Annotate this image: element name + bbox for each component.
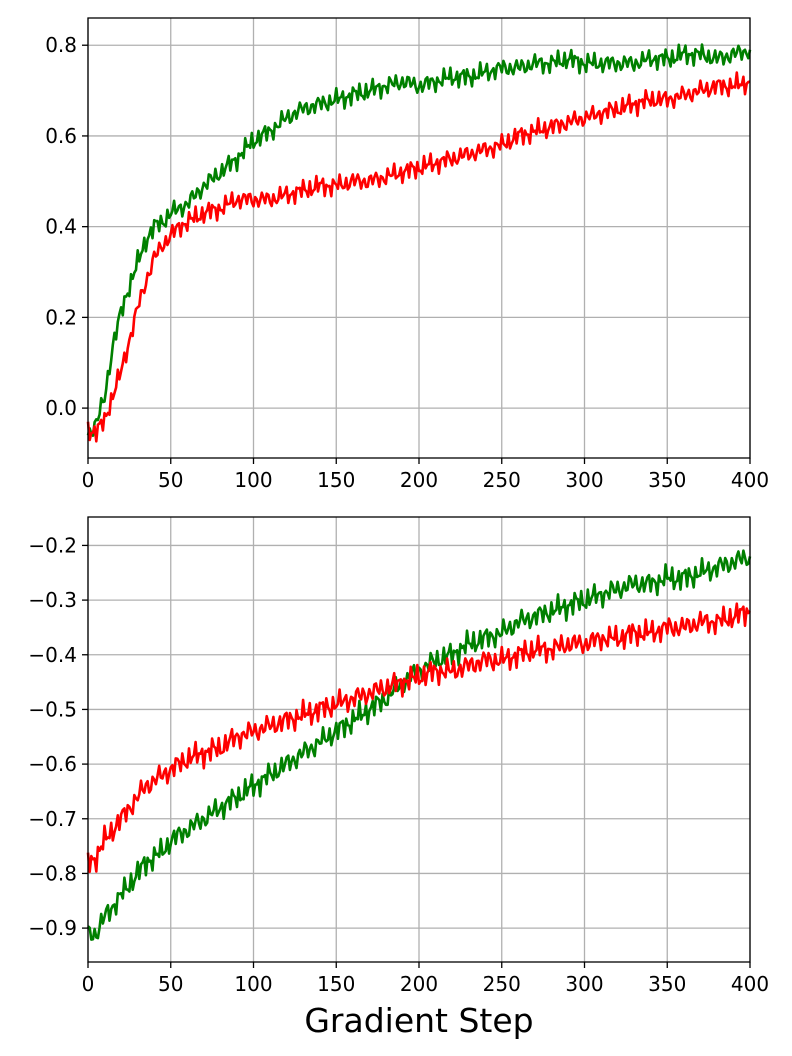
x-tick-label: 300: [565, 468, 603, 492]
x-tick-label: 100: [234, 468, 272, 492]
x-tick-label: 400: [731, 972, 769, 996]
y-tick-label: 0.8: [45, 33, 77, 57]
y-tick-label: −0.2: [28, 533, 77, 557]
y-tick-label: −0.5: [28, 697, 77, 721]
series-line-green: [86, 43, 752, 437]
x-tick-label: 300: [565, 972, 603, 996]
x-tick-label: 100: [234, 972, 272, 996]
x-tick-label: 50: [158, 468, 183, 492]
y-tick-label: −0.7: [28, 807, 77, 831]
series-line-red: [86, 602, 751, 874]
x-tick-label: 0: [82, 972, 95, 996]
y-tick-label: 0.2: [45, 305, 77, 329]
series-line-green: [87, 549, 752, 941]
x-tick-label: 150: [317, 972, 355, 996]
y-tick-label: −0.9: [28, 916, 77, 940]
x-tick-label: 0: [82, 468, 95, 492]
series-line-red: [86, 71, 751, 443]
y-tick-label: −0.3: [28, 588, 77, 612]
x-tick-label: 250: [483, 972, 521, 996]
top-chart-panel: 0 50 100 150 200 250 300 350 400 0.0 0.2 0.4 0.6 0.8: [45, 17, 769, 492]
x-tick-label: 400: [731, 468, 769, 492]
x-tick-label: 50: [158, 972, 183, 996]
y-tick-label: 0.4: [45, 215, 77, 239]
x-tick-label: 150: [317, 468, 355, 492]
x-tick-label: 200: [400, 468, 438, 492]
x-tick-label: 200: [400, 972, 438, 996]
x-axis-label: Gradient Step: [304, 1001, 533, 1040]
bottom-chart-panel: 0 50 100 150 200 250 300 350 400 −0.9 −0.8 −0.7 −0.6…: [28, 516, 769, 996]
y-tick-label: −0.6: [28, 752, 77, 776]
y-tick-label: 0.6: [45, 124, 77, 148]
x-tick-label: 250: [483, 468, 521, 492]
y-tick-label: 0.0: [45, 396, 77, 420]
x-tick-label: 350: [648, 468, 686, 492]
x-tick-label: 350: [648, 972, 686, 996]
y-tick-label: −0.8: [28, 861, 77, 885]
y-tick-label: −0.4: [28, 643, 77, 667]
